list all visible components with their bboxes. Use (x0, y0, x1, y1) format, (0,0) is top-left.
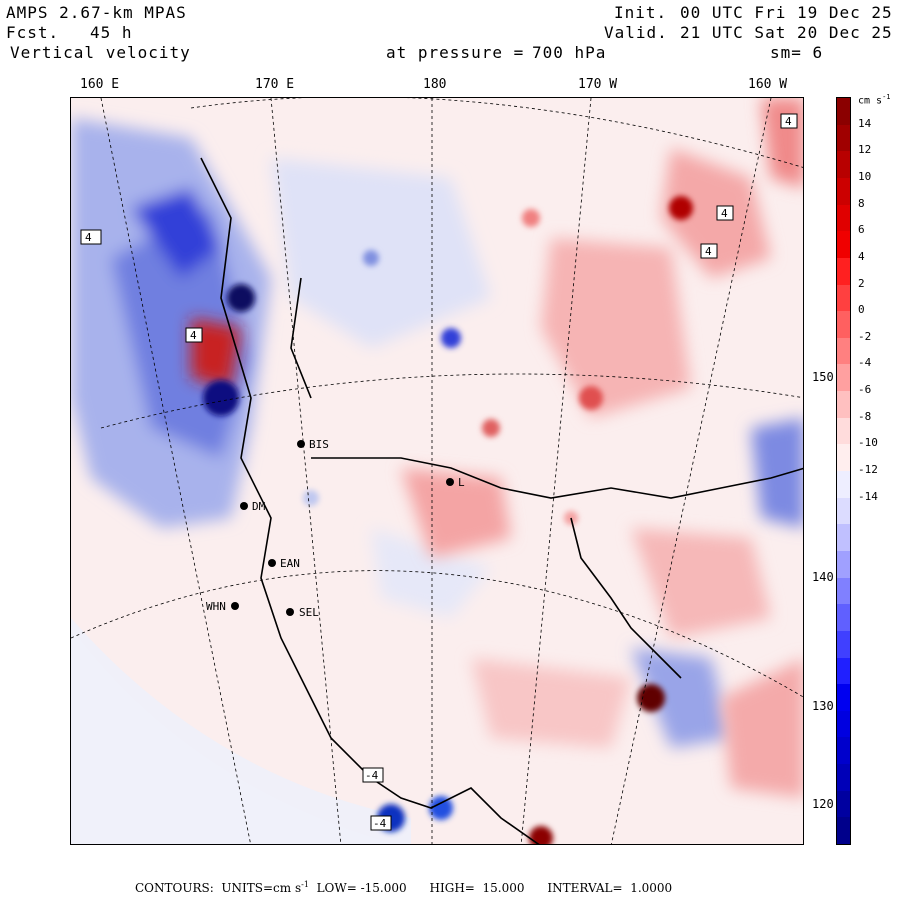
colorbar-tick-label: -6 (858, 383, 872, 397)
colorbar-band (837, 764, 850, 792)
colorbar-band (837, 817, 850, 845)
valid-label: Valid. (604, 23, 668, 42)
colorbar-tick-label: -10 (858, 436, 878, 450)
map-svg: 4 4 4 4 4 -4 -4 (71, 98, 803, 844)
smoothing-label: sm= 6 (770, 43, 824, 62)
colorbar-band (837, 204, 850, 232)
positive-velocity-zones (191, 98, 803, 798)
station-dot-sel (286, 608, 294, 616)
station-dot-bis (297, 440, 305, 448)
colorbar-tick-label: -4 (858, 356, 872, 370)
colorbar-band (837, 151, 850, 179)
map-label-6: -4 (365, 769, 379, 782)
colorbar-band (837, 577, 850, 605)
lon-label-180: 180 (423, 77, 447, 92)
colorbar-band (837, 417, 850, 445)
colorbar-band (837, 284, 850, 312)
colorbar-band (837, 790, 850, 818)
field-name: Vertical velocity (10, 43, 191, 62)
map-label-7: -4 (373, 817, 387, 830)
map-label-5: 4 (705, 245, 712, 258)
domain-edge-area (71, 618, 411, 844)
colorbar-band (837, 604, 850, 632)
colorbar-band (837, 550, 850, 579)
colorbar-band (837, 524, 850, 552)
vertical-velocity-map: 4 4 4 4 4 -4 -4 (70, 97, 804, 845)
colorbar-band (837, 311, 850, 339)
station-dot-whn (231, 602, 239, 610)
colorbar-tick-label: 4 (858, 249, 865, 263)
colorbar-tick-label: -14 (858, 489, 878, 503)
station-dot-l (446, 478, 454, 486)
contour-footer: CONTOURS: UNITS=cm s-1 LOW= -15.000 HIGH… (135, 880, 673, 895)
negative-velocity-zones (71, 118, 803, 748)
colorbar-band (837, 471, 850, 499)
colorbar-tick-label: 0 (858, 303, 865, 317)
colorbar-band (837, 364, 850, 392)
init-label: Init. (614, 3, 668, 22)
colorbar-band (837, 337, 850, 365)
colorbar-tick-label: 12 (858, 143, 872, 157)
colorbar-tick-label: -8 (858, 409, 872, 423)
colorbar-tick-label: 14 (858, 116, 872, 130)
map-label-3: 4 (785, 115, 792, 128)
small-scale-features (203, 196, 693, 844)
colorbar-tick-label: -2 (858, 329, 872, 343)
colorbar-band (837, 497, 850, 525)
colorbar-band (837, 124, 850, 152)
colorbar-tick-label: 2 (858, 276, 865, 290)
lon-label-160e: 160 E (80, 77, 120, 92)
map-label-4: 4 (721, 207, 728, 220)
level-value: 700 hPa (532, 43, 607, 62)
colorbar-tick-label: 10 (858, 169, 872, 183)
colorbar-tick-label: 6 (858, 223, 865, 237)
station-label-sel: SEL (299, 606, 319, 619)
forecast-label: Fcst. (6, 23, 60, 42)
colorbar-band (837, 98, 850, 126)
init-time: 00 UTC Fri 19 Dec 25 (680, 3, 893, 22)
lon-label-170w: 170 W (578, 77, 618, 92)
colorbar-units: cm s-1 (858, 93, 891, 107)
colorbar-tick-label: -12 (858, 463, 878, 476)
colorbar-band (837, 444, 850, 472)
contour-label-boxes: 4 4 4 4 4 -4 -4 (80, 113, 798, 831)
map-label-1: 4 (85, 231, 92, 244)
colorbar-band (837, 257, 850, 285)
station-label-bis: BIS (309, 438, 329, 451)
station-label-whn: WHN (206, 600, 226, 613)
level-label: at pressure = (386, 43, 525, 62)
forecast-hours: 45 h (90, 23, 133, 42)
valid-time: 21 UTC Sat 20 Dec 25 (680, 23, 893, 42)
colorbar-band (837, 391, 850, 419)
model-title: AMPS 2.67-km MPAS (6, 3, 187, 22)
lon-label-170e: 170 E (255, 77, 295, 92)
station-dot-ean (268, 559, 276, 567)
coastlines (200, 157, 803, 844)
colorbar-band (837, 231, 850, 259)
colorbar-band (837, 684, 850, 712)
colorbar-band (837, 710, 850, 738)
colorbar (836, 97, 851, 845)
colorbar-band (837, 177, 850, 206)
lon-label-160w: 160 W (748, 77, 788, 92)
colorbar-tick-label: 8 (858, 196, 865, 210)
colorbar-band (837, 657, 850, 685)
map-label-2: 4 (190, 329, 197, 342)
station-label-ean: EAN (280, 557, 300, 570)
graticule (71, 98, 803, 844)
colorbar-band (837, 737, 850, 765)
station-label-dm: DM (252, 500, 266, 513)
station-label-l: L (458, 476, 465, 489)
colorbar-band (837, 630, 850, 658)
station-dot-dm (240, 502, 248, 510)
